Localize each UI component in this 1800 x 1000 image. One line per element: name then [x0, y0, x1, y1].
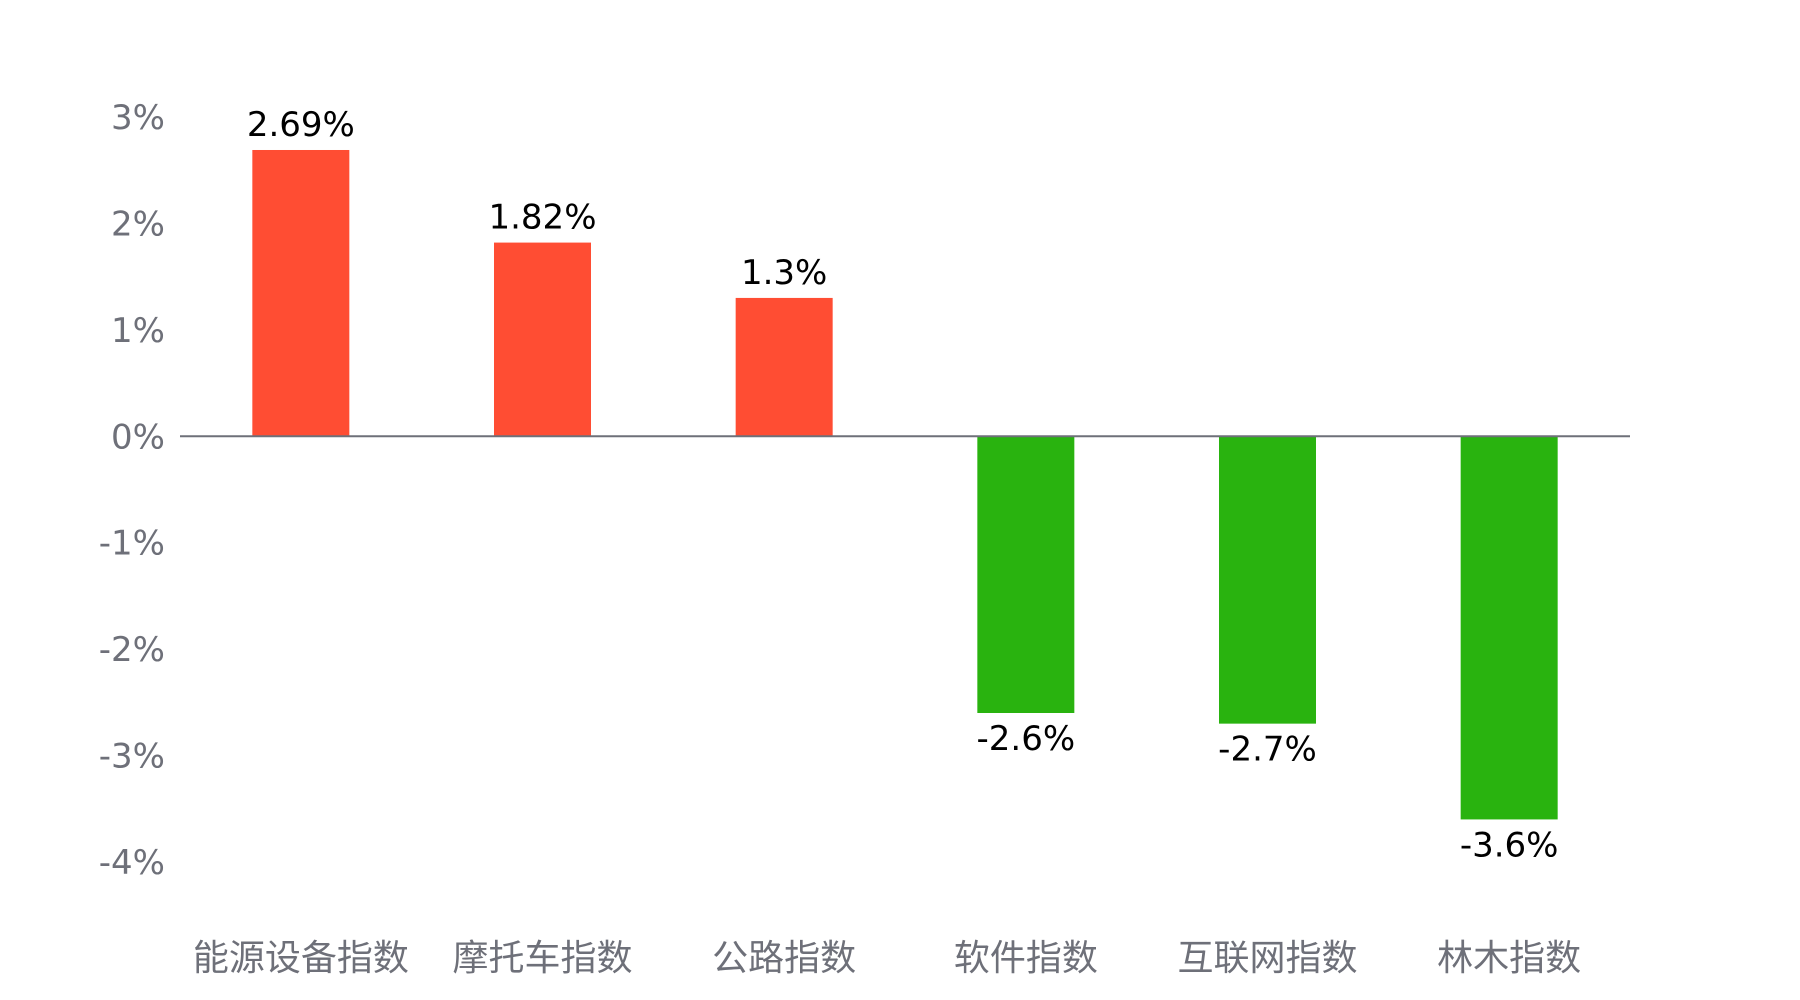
bar-value-label: 2.69% — [247, 105, 355, 145]
y-tick-label: 2% — [111, 204, 165, 244]
x-category-label: 林木指数 — [1437, 938, 1581, 979]
x-category-label: 软件指数 — [954, 938, 1098, 979]
x-category-label: 能源设备指数 — [193, 938, 409, 979]
category-labels: 能源设备指数 摩托车指数 公路指数 软件指数 互联网指数 林木指数 — [193, 938, 1581, 979]
y-tick-label: -1% — [99, 524, 165, 564]
x-category-label: 互联网指数 — [1177, 938, 1357, 979]
bar — [494, 242, 591, 437]
bar-value-label: -2.7% — [1218, 730, 1317, 770]
y-tick-label: -4% — [99, 843, 165, 883]
bar-value-label: -3.6% — [1460, 825, 1559, 865]
x-category-label: 公路指数 — [712, 938, 856, 979]
bar — [735, 297, 833, 437]
data-labels: 2.69% 1.82% 1.3% -2.6% -2.7% -3.6% — [247, 105, 1559, 865]
bar-value-label: 1.3% — [741, 253, 827, 293]
x-category-label: 摩托车指数 — [452, 938, 632, 979]
y-tick-label: 0% — [111, 417, 165, 457]
bar — [1460, 436, 1558, 820]
y-tick-label: -2% — [99, 630, 165, 670]
y-tick-label: -3% — [99, 737, 165, 777]
bars — [252, 149, 1558, 820]
bar-value-label: -2.6% — [977, 719, 1076, 759]
y-axis-ticks: 3% 2% 1% 0% -1% -2% -3% -4% — [99, 98, 165, 883]
bar-value-label: 1.82% — [488, 198, 596, 238]
bar — [977, 436, 1075, 713]
bar — [252, 149, 350, 437]
y-tick-label: 1% — [111, 311, 165, 351]
bar — [1219, 436, 1316, 724]
y-tick-label: 3% — [111, 98, 165, 138]
